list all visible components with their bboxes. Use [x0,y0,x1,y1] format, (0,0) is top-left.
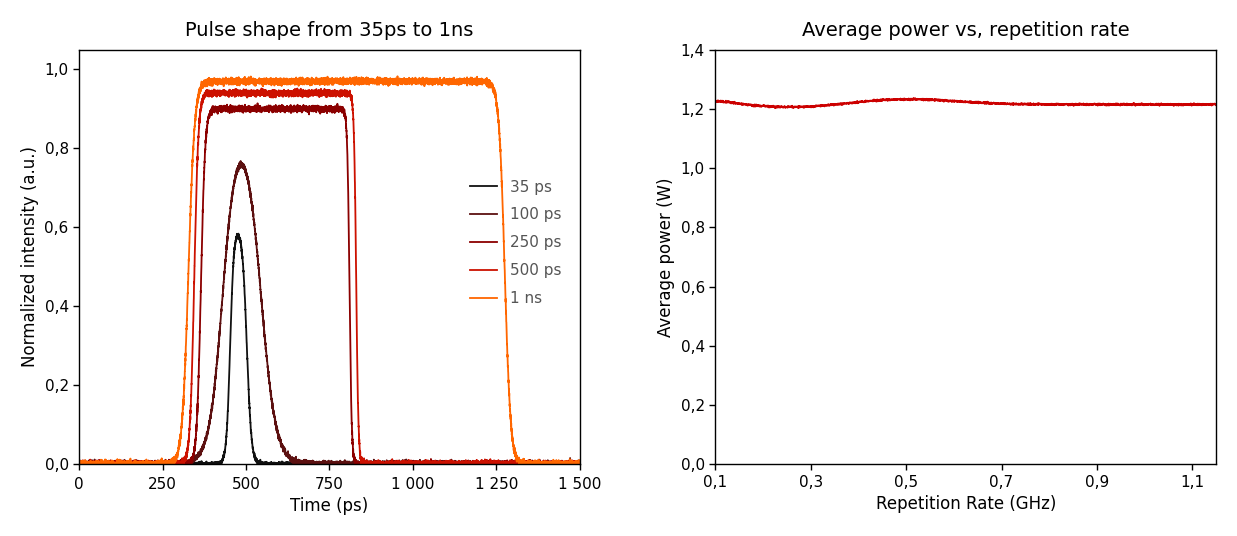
100 ps [443,461,458,467]
250 ps [443,459,458,466]
100 ps [369,461,383,467]
1 ns [573,460,588,467]
500 ps [96,458,111,465]
35 ps [96,461,111,467]
Title: Pulse shape from 35ps to 1ns: Pulse shape from 35ps to 1ns [186,21,474,40]
500 ps [443,461,458,467]
250 ps [573,460,588,466]
250 ps [254,106,268,112]
35 ps [443,461,458,467]
100 ps [254,286,268,293]
1 ns [254,79,268,86]
100 ps [96,460,111,466]
250 ps [250,100,265,107]
Y-axis label: Average power (W): Average power (W) [657,177,675,337]
100 ps [470,461,485,467]
35 ps [72,461,87,467]
500 ps [254,85,268,92]
Line: 1 ns: 1 ns [79,76,580,464]
35 ps [72,460,87,467]
250 ps [96,459,111,465]
1 ns [390,73,404,79]
500 ps [573,460,588,466]
Legend: 35 ps, 100 ps, 250 ps, 500 ps, 1 ns: 35 ps, 100 ps, 250 ps, 500 ps, 1 ns [464,173,568,312]
250 ps [72,460,87,466]
500 ps [72,461,87,467]
100 ps [72,461,87,467]
Y-axis label: Normalized intensity (a.u.): Normalized intensity (a.u.) [21,146,38,367]
250 ps [470,459,485,466]
500 ps [369,461,383,467]
250 ps [72,461,87,467]
1 ns [369,79,383,86]
35 ps [254,460,268,467]
1 ns [72,460,87,466]
Line: 500 ps: 500 ps [79,88,580,464]
Line: 35 ps: 35 ps [79,234,580,464]
500 ps [390,460,404,466]
Title: Average power vs, repetition rate: Average power vs, repetition rate [802,21,1129,40]
1 ns [470,79,485,86]
100 ps [234,158,249,164]
35 ps [573,459,588,465]
35 ps [470,461,485,467]
250 ps [369,461,383,467]
Line: 100 ps: 100 ps [79,161,580,464]
1 ns [72,461,87,467]
500 ps [470,461,485,467]
500 ps [252,91,267,98]
100 ps [573,460,588,466]
35 ps [369,460,383,466]
35 ps [390,460,404,466]
X-axis label: Repetition Rate (GHz): Repetition Rate (GHz) [876,495,1056,513]
250 ps [390,460,404,467]
1 ns [443,77,458,83]
35 ps [231,230,246,237]
100 ps [390,461,404,467]
Line: 250 ps: 250 ps [79,103,580,464]
X-axis label: Time (ps): Time (ps) [291,497,369,515]
1 ns [96,461,111,467]
1 ns [390,80,404,86]
